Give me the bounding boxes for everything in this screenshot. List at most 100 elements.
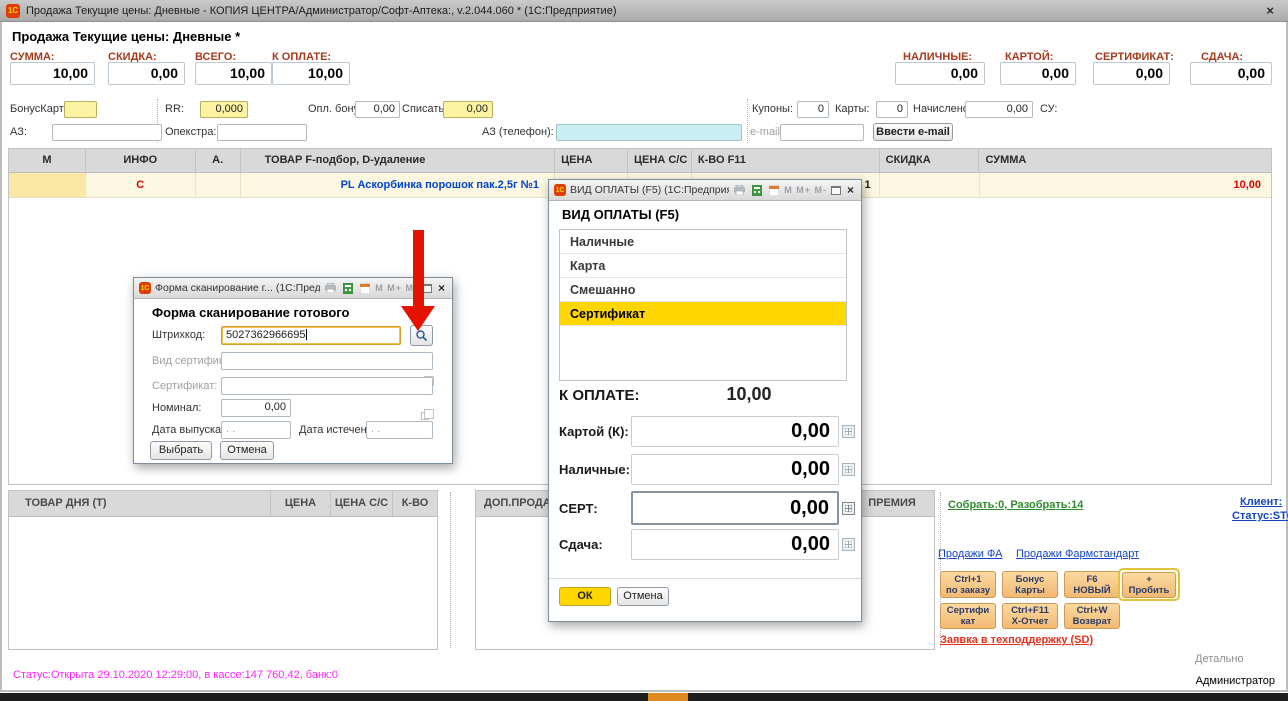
- payment-dialog-close-icon[interactable]: ×: [846, 183, 854, 197]
- bonus-cards-button[interactable]: Бонус Карты: [1002, 571, 1058, 598]
- sale-table-header: М ИНФО А. ТОВАР F-подбор, D-удаление ЦЕН…: [9, 149, 1271, 173]
- divider: [549, 578, 861, 579]
- nominal-input[interactable]: 0,00: [221, 399, 291, 417]
- option-card[interactable]: Карта: [560, 254, 846, 278]
- rr-label: RR:: [165, 103, 184, 115]
- taskbar-active-item[interactable]: [648, 693, 688, 701]
- scan-cancel-button[interactable]: Отмена: [220, 441, 274, 460]
- to-pay-value[interactable]: 10,00: [272, 62, 350, 85]
- scan-dialog-titlebar[interactable]: 1С Форма сканирование г... (1С:Предприят…: [134, 278, 452, 299]
- option-certificate-selected[interactable]: Сертификат: [560, 302, 846, 326]
- calendar-icon[interactable]: [767, 184, 780, 196]
- col-product: ТОВАР F-подбор, D-удаление: [241, 149, 556, 172]
- discount-label: СКИДКА:: [108, 51, 157, 63]
- print-icon[interactable]: [733, 184, 746, 196]
- payment-dialog-heading: ВИД ОПЛАТЫ (F5): [562, 207, 680, 222]
- rr-input[interactable]: 0,000: [200, 101, 248, 118]
- card-value[interactable]: 0,00: [1000, 62, 1076, 85]
- memory-buttons[interactable]: М М+ М-: [784, 185, 827, 195]
- card-label: КАРТОЙ:: [1005, 51, 1054, 63]
- barcode-value: 5027362966695: [226, 329, 306, 341]
- col-sum: СУММА: [985, 154, 1027, 166]
- certificate-value[interactable]: 0,00: [1093, 62, 1170, 85]
- cards-input[interactable]: 0: [876, 101, 908, 118]
- enter-email-button[interactable]: Ввести e-mail: [873, 123, 953, 141]
- calc-icon[interactable]: [842, 463, 855, 476]
- pay-change-input[interactable]: 0,00: [631, 529, 839, 560]
- az-input[interactable]: [52, 124, 162, 141]
- bonus-card-input[interactable]: [64, 101, 97, 118]
- calculator-icon[interactable]: [341, 282, 354, 294]
- ok-button[interactable]: ОК: [559, 587, 611, 606]
- row-discount-cell: [880, 173, 980, 197]
- cert-input[interactable]: [221, 377, 433, 395]
- bonus-card-label: БонусКарт:: [10, 103, 67, 115]
- pay-card-input[interactable]: 0,00: [631, 416, 839, 447]
- day-product-table: ТОВАР ДНЯ (Т) ЦЕНА ЦЕНА С/С К-ВО: [8, 490, 438, 650]
- payment-cancel-button[interactable]: Отмена: [617, 587, 669, 606]
- button-line: кат: [960, 616, 976, 627]
- memory-buttons[interactable]: М М+ М-: [375, 283, 418, 293]
- print-icon[interactable]: [324, 282, 337, 294]
- f6-new-button[interactable]: F6 НОВЫЙ: [1064, 571, 1120, 598]
- return-button[interactable]: Ctrl+W Возврат: [1064, 603, 1120, 629]
- pay-cert-input[interactable]: 0,00: [631, 491, 839, 525]
- scan-dialog-close-icon[interactable]: ×: [437, 281, 445, 295]
- status-stop-link[interactable]: Статус:STOP: [1232, 510, 1288, 522]
- x-report-button[interactable]: Ctrl+F11 X-Отчет: [1002, 603, 1058, 629]
- calendar-icon[interactable]: [358, 282, 371, 294]
- write-off-input[interactable]: 0,00: [443, 101, 493, 118]
- detail-label[interactable]: Детально: [1195, 653, 1244, 665]
- calc-icon[interactable]: [842, 425, 855, 438]
- calc-icon[interactable]: [842, 538, 855, 551]
- certificate-label: СЕРТИФИКАТ:: [1095, 51, 1174, 63]
- button-line: по заказу: [946, 584, 990, 596]
- coupons-input[interactable]: 0: [797, 101, 829, 118]
- cash-value[interactable]: 0,00: [895, 62, 985, 85]
- punch-button[interactable]: + Пробить: [1122, 571, 1176, 598]
- maximize-icon[interactable]: [830, 185, 841, 195]
- paid-bonus-input[interactable]: 0,00: [355, 101, 400, 118]
- expire-date-input[interactable]: . .: [366, 421, 433, 439]
- calc-icon[interactable]: [842, 502, 855, 515]
- option-cash[interactable]: Наличные: [560, 230, 846, 254]
- issue-date-input[interactable]: . .: [221, 421, 291, 439]
- payment-dialog-titlebar[interactable]: 1С ВИД ОПЛАТЫ (F5) (1С:Предприятие) М М+…: [549, 180, 861, 201]
- register-status-text: Статус:Открыта 29.10.2020 12:29:00, в ка…: [13, 669, 339, 681]
- discount-value[interactable]: 0,00: [108, 62, 185, 85]
- paid-bonus-label: Опл. бонус:: [308, 103, 368, 115]
- window-titlebar[interactable]: 1С Продажа Текущие цены: Дневные - КОПИЯ…: [0, 0, 1288, 22]
- assemble-link[interactable]: Собрать:0, Разобрать:14: [948, 499, 1084, 511]
- total-value[interactable]: 10,00: [195, 62, 272, 85]
- button-line: Пробить: [1128, 584, 1170, 596]
- select-button[interactable]: Выбрать: [150, 441, 212, 460]
- col-day-product: ТОВАР ДНЯ (Т): [9, 491, 271, 516]
- barcode-input[interactable]: 5027362966695: [221, 326, 401, 345]
- sum-value[interactable]: 10,00: [10, 62, 95, 85]
- support-request-link[interactable]: Заявка в техподдержку (SD): [940, 634, 1094, 646]
- pharmstandard-sales-link[interactable]: Продажи Фармстандарт: [1016, 548, 1140, 560]
- col-discount: СКИДКА: [880, 149, 980, 172]
- window-close-icon[interactable]: ×: [1266, 3, 1274, 18]
- az-phone-input[interactable]: [556, 124, 742, 141]
- cert-open-icon[interactable]: [421, 409, 434, 420]
- change-value[interactable]: 0,00: [1190, 62, 1272, 85]
- opekstra-input[interactable]: [217, 124, 307, 141]
- cert-type-input[interactable]: [221, 352, 433, 370]
- taskbar-strip: [0, 693, 1288, 701]
- calculator-icon[interactable]: [750, 184, 763, 196]
- fa-sales-link[interactable]: Продажи ФА: [938, 548, 1003, 560]
- option-mixed[interactable]: Смешанно: [560, 278, 846, 302]
- col-info: ИНФО: [86, 149, 196, 172]
- email-input[interactable]: [780, 124, 864, 141]
- client-link[interactable]: Клиент:: [1240, 496, 1283, 508]
- ctrl1-order-button[interactable]: Ctrl+1 по заказу: [940, 571, 996, 598]
- certificate-button[interactable]: Сертифи кат: [940, 603, 996, 629]
- button-line: Карты: [1015, 584, 1045, 596]
- accrued-input[interactable]: 0,00: [965, 101, 1033, 118]
- total-label: ВСЕГО:: [195, 51, 237, 63]
- scan-dialog-heading: Форма сканирование готового: [152, 305, 350, 320]
- su-label: СУ:: [1040, 103, 1058, 115]
- change-label: СДАЧА:: [1201, 51, 1244, 63]
- pay-cash-input[interactable]: 0,00: [631, 454, 839, 485]
